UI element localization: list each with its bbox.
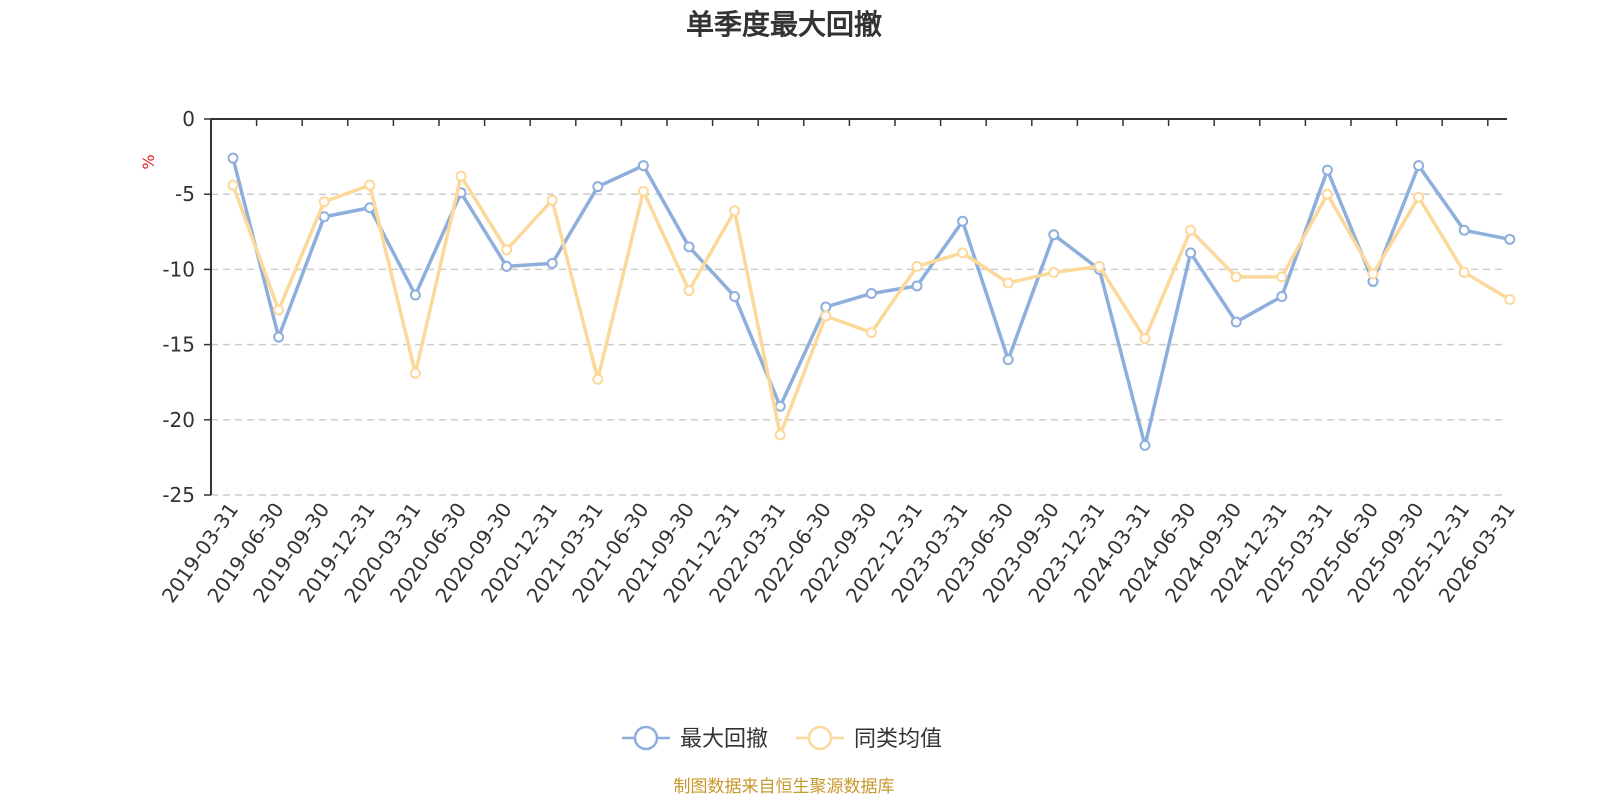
legend-marker-icon <box>807 725 833 751</box>
legend-item[interactable]: 最大回撤 <box>622 725 768 752</box>
y-tick-label: -25 <box>162 483 195 507</box>
data-point <box>455 170 467 182</box>
data-point <box>1367 268 1379 280</box>
data-point <box>957 215 969 227</box>
data-point <box>911 280 923 292</box>
data-point <box>820 301 832 313</box>
data-point <box>227 152 239 164</box>
data-point <box>1230 271 1242 283</box>
data-point <box>957 247 969 259</box>
data-point <box>1093 260 1105 272</box>
y-axis-unit-label: % <box>139 154 158 169</box>
data-point <box>865 287 877 299</box>
data-point <box>273 304 285 316</box>
data-point <box>1458 266 1470 278</box>
data-point <box>546 257 558 269</box>
data-point <box>774 429 786 441</box>
data-point <box>318 196 330 208</box>
data-point <box>592 373 604 385</box>
chart-title: 单季度最大回撤 <box>686 8 882 41</box>
data-point <box>1002 277 1014 289</box>
data-point <box>409 289 421 301</box>
y-tick-label: -5 <box>175 182 195 206</box>
legend-label: 最大回撤 <box>680 727 768 752</box>
axes <box>210 118 1507 495</box>
data-point <box>1185 247 1197 259</box>
data-point <box>501 244 513 256</box>
data-point <box>546 194 558 206</box>
y-tick-label: -20 <box>162 408 195 432</box>
data-point <box>1413 191 1425 203</box>
series-line <box>231 157 1511 448</box>
x-axis-ticks: 2019-03-312019-06-302019-09-302019-12-31… <box>157 119 1520 607</box>
data-point <box>1185 224 1197 236</box>
y-axis-ticks: 0 -5 -10 -15 -20 -25 <box>162 107 211 507</box>
legend-label: 同类均值 <box>854 727 942 752</box>
data-point <box>364 179 376 191</box>
data-point <box>1458 224 1470 236</box>
data-point <box>1002 354 1014 366</box>
legend-item[interactable]: 同类均值 <box>796 725 942 752</box>
y-tick-label: -15 <box>162 333 195 357</box>
data-point <box>501 260 513 272</box>
data-source-note: 制图数据来自恒生聚源数据库 <box>674 777 895 797</box>
data-point <box>774 400 786 412</box>
series-1 <box>227 152 1516 451</box>
data-point <box>683 241 695 253</box>
data-point <box>729 205 741 217</box>
data-point <box>1321 164 1333 176</box>
data-point <box>227 179 239 191</box>
data-point <box>1413 160 1425 172</box>
data-point <box>683 284 695 296</box>
data-point <box>1139 333 1151 345</box>
grid-lines <box>211 193 1507 496</box>
data-point <box>592 181 604 193</box>
legend-marker-icon <box>633 725 659 751</box>
data-point <box>1139 439 1151 451</box>
data-point <box>409 367 421 379</box>
data-point <box>1321 188 1333 200</box>
data-point <box>1048 229 1060 241</box>
data-point <box>1276 290 1288 302</box>
data-point <box>865 327 877 339</box>
series-2 <box>227 170 1516 441</box>
y-tick-label: 0 <box>182 107 195 131</box>
data-point <box>1230 316 1242 328</box>
data-point <box>273 331 285 343</box>
data-point <box>820 310 832 322</box>
data-point <box>637 185 649 197</box>
data-point <box>1276 271 1288 283</box>
data-point <box>1504 233 1516 245</box>
series-line <box>231 174 1511 437</box>
series <box>227 152 1516 451</box>
data-point <box>1504 293 1516 305</box>
data-point <box>1048 266 1060 278</box>
data-point <box>911 260 923 272</box>
data-point <box>637 160 649 172</box>
legend: 最大回撤 同类均值 <box>622 725 942 752</box>
data-point <box>729 290 741 302</box>
y-tick-label: -10 <box>162 257 195 281</box>
